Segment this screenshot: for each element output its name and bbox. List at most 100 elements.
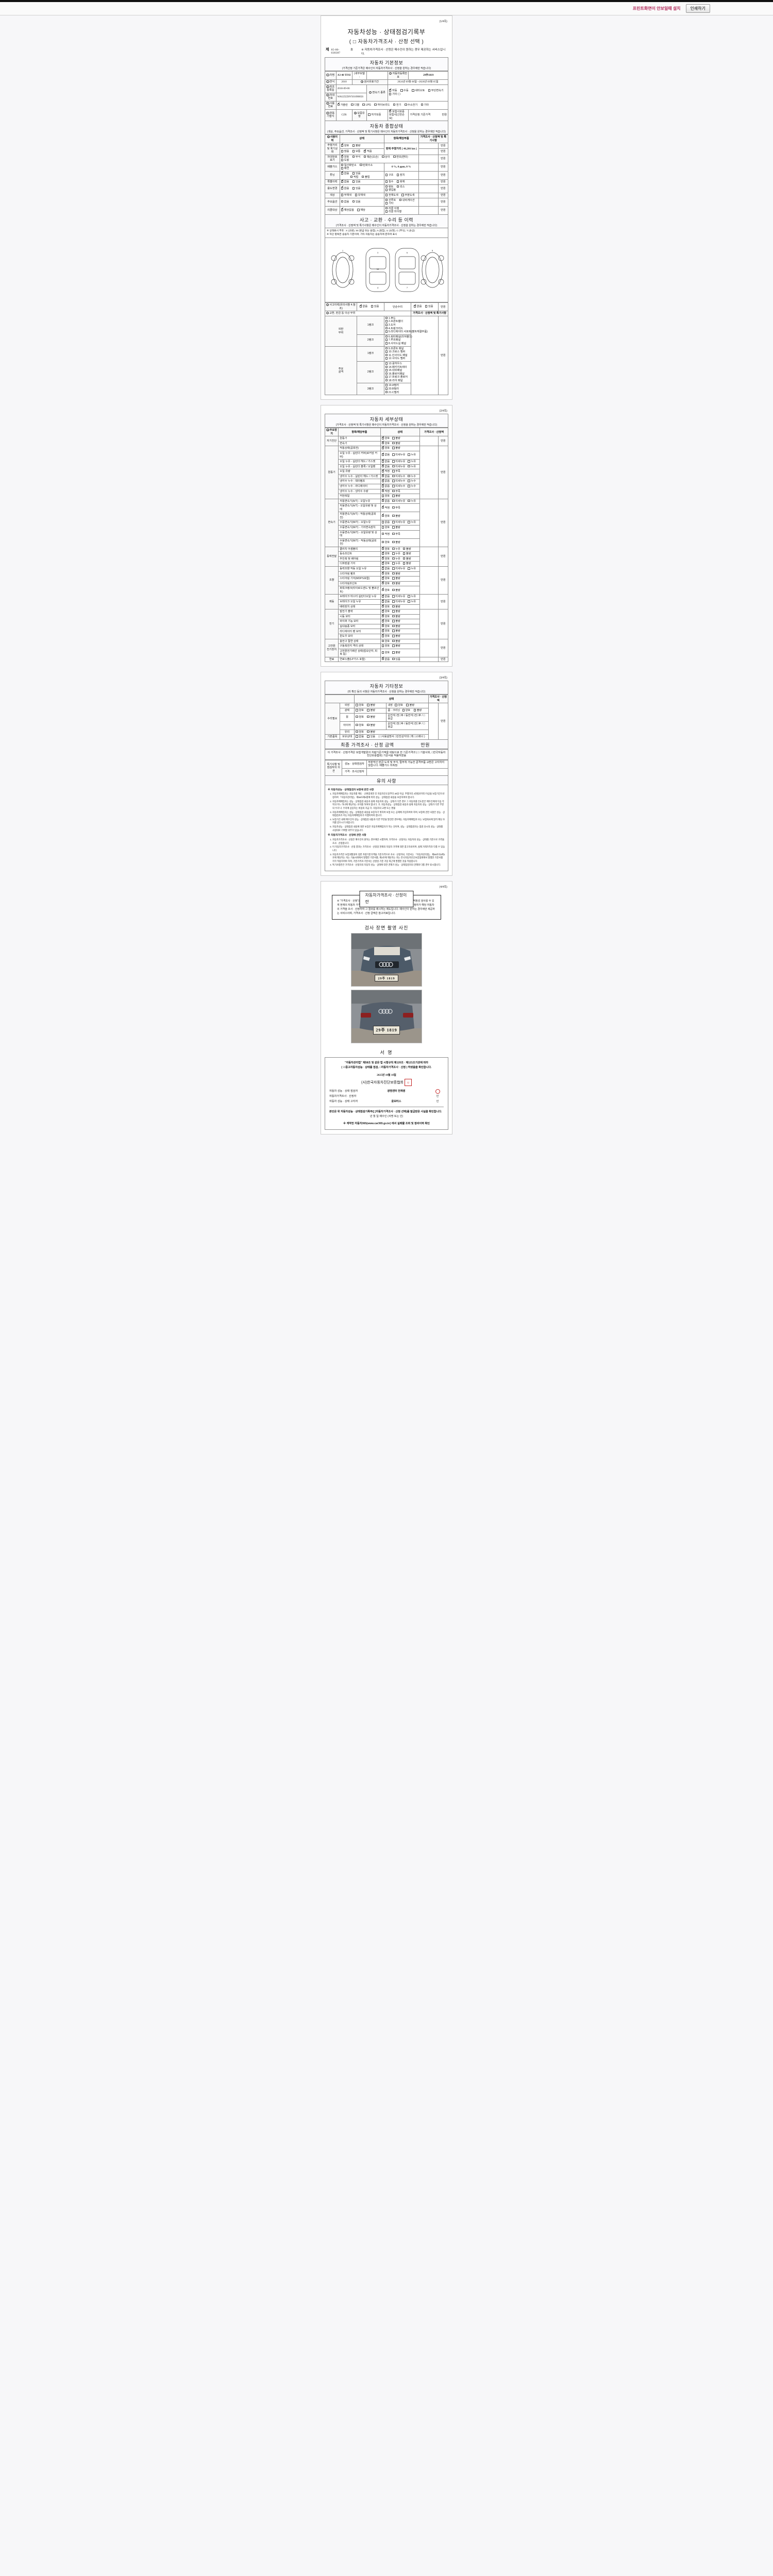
state-option[interactable]: 적정 <box>381 505 390 510</box>
state-option[interactable]: 미세누유 <box>392 521 405 524</box>
state-option[interactable]: 없음 <box>381 460 390 464</box>
state-option[interactable]: 양호 <box>381 619 390 623</box>
state-option[interactable]: 양호 <box>381 645 390 648</box>
state-option[interactable]: 양호 <box>381 581 390 586</box>
photo-rear[interactable]: 29주 1819 <box>351 990 422 1044</box>
price-cell[interactable] <box>418 206 439 215</box>
others-price-cell[interactable] <box>428 703 439 740</box>
price-cell[interactable] <box>418 154 439 163</box>
state-option[interactable]: 양호 <box>381 514 390 518</box>
state-option[interactable]: 불량 <box>392 624 400 629</box>
state-option[interactable]: 불량 <box>392 610 400 614</box>
state-option[interactable]: 불량 <box>392 630 400 633</box>
state-option[interactable]: 미세누유 <box>392 453 405 457</box>
state-option[interactable]: 불량 <box>392 645 400 648</box>
state-option[interactable]: 불량 <box>392 577 400 581</box>
fuel-electric[interactable]: 전기 <box>393 103 401 107</box>
state-option[interactable]: 부족 <box>392 470 400 473</box>
state-option[interactable]: 불량 <box>392 639 400 643</box>
state-option[interactable]: 양호 <box>381 634 390 638</box>
state-option[interactable]: 불량 <box>392 447 400 450</box>
vehicle-damage-diagram[interactable]: 1 3 M 4 6 7 9 <box>325 238 448 303</box>
transmission-semiauto[interactable]: 세미오토 <box>412 89 425 93</box>
detail-price-cell[interactable] <box>419 436 439 447</box>
transmission-manual[interactable]: 수동 <box>400 89 409 93</box>
state-option[interactable]: 양호 <box>381 609 390 614</box>
price-cell[interactable] <box>418 162 439 172</box>
state-option[interactable]: 양호 <box>381 540 390 545</box>
state-option[interactable]: 양호 <box>381 604 390 609</box>
price-cell[interactable] <box>418 148 439 155</box>
state-option[interactable]: 누수 <box>408 480 416 483</box>
state-option[interactable]: 없음 <box>381 453 390 457</box>
state-option[interactable]: 불량 <box>392 605 400 609</box>
state-option[interactable]: 없음 <box>381 566 390 571</box>
state-option[interactable]: 불량 <box>392 540 400 545</box>
state-option[interactable]: 없음 <box>381 599 390 604</box>
repair-tire-position[interactable]: 운전석□전□후 / 동반석□전□후 / □응급 <box>386 721 429 730</box>
state-option[interactable]: 불량 <box>392 635 400 638</box>
price-cell[interactable] <box>418 197 439 207</box>
state-option[interactable]: 양호 <box>381 552 390 556</box>
fuel-etc[interactable]: 기타 <box>421 103 429 107</box>
state-option[interactable]: 없음 <box>381 521 390 524</box>
warranty-insurer[interactable]: 보험사보증 보험사[신한손보] <box>387 109 409 122</box>
state-option[interactable]: 양호 <box>381 547 390 551</box>
state-option[interactable]: 없음 <box>381 499 390 503</box>
state-option[interactable]: 불량 <box>392 442 400 446</box>
warranty-self[interactable]: 자가보증 <box>368 113 381 117</box>
state-option[interactable]: 양호 <box>381 446 390 450</box>
price-assessor-opinion-value[interactable] <box>366 768 448 776</box>
state-option[interactable]: 누유 <box>408 600 416 604</box>
fuel-lpg[interactable]: LPG <box>362 103 371 107</box>
state-option[interactable]: 누유 <box>392 547 400 551</box>
state-option[interactable]: 양호 <box>381 441 390 446</box>
state-option[interactable]: 불량 <box>392 651 400 655</box>
fuel-hydrogen[interactable]: 수소전기 <box>404 103 417 107</box>
detail-price-cell[interactable] <box>419 498 439 547</box>
price-cell[interactable] <box>418 143 439 149</box>
detail-price-cell[interactable] <box>419 638 439 657</box>
detail-price-cell[interactable] <box>419 546 439 567</box>
detail-price-cell[interactable] <box>419 594 439 610</box>
state-option[interactable]: 누유 <box>408 595 416 599</box>
state-option[interactable]: 불량 <box>402 562 411 566</box>
state-option[interactable]: 불량 <box>392 514 400 518</box>
state-option[interactable]: 없음 <box>381 657 390 662</box>
state-option[interactable]: 미세누유 <box>392 567 405 571</box>
state-option[interactable]: 불량 <box>402 547 411 551</box>
transmission-auto[interactable]: 자동 <box>389 89 397 93</box>
state-option[interactable]: 양호 <box>381 624 390 629</box>
detail-price-cell[interactable] <box>419 656 439 663</box>
state-option[interactable]: 양호 <box>381 588 390 592</box>
state-option[interactable]: 양호 <box>381 571 390 576</box>
state-option[interactable]: 불량 <box>392 572 400 576</box>
state-option[interactable]: 누수 <box>408 474 416 479</box>
photo-front[interactable]: 29주 1819 <box>351 933 422 987</box>
state-option[interactable]: 없음 <box>381 484 390 488</box>
detail-price-cell[interactable] <box>419 566 439 595</box>
state-option[interactable]: 양호 <box>381 639 390 643</box>
state-option[interactable]: 미세누유 <box>392 499 405 503</box>
price-cell[interactable] <box>418 184 439 193</box>
state-option[interactable]: 불량 <box>392 582 400 586</box>
state-option[interactable]: 양호 <box>381 629 390 633</box>
state-option[interactable]: 불량 <box>392 437 400 440</box>
state-option[interactable]: 적정 <box>381 489 390 494</box>
state-option[interactable]: 없음 <box>381 595 390 599</box>
state-option[interactable]: 미세누수 <box>392 485 405 488</box>
state-option[interactable]: 양호 <box>381 651 390 655</box>
state-option[interactable]: 불량 <box>392 588 400 592</box>
state-option[interactable]: 미세누유 <box>392 600 405 604</box>
state-option[interactable]: 양호 <box>381 562 390 566</box>
state-option[interactable]: 누유 <box>408 499 416 503</box>
transmission-cvt[interactable]: 무단변속기 <box>428 89 444 93</box>
buyer-signature-line[interactable]: 년 월 일 매수인 (서명 또는 인) <box>369 1114 404 1118</box>
state-option[interactable]: 불량 <box>392 526 400 530</box>
state-option[interactable]: 누유 <box>392 557 400 561</box>
state-option[interactable]: 불량 <box>392 495 400 498</box>
state-option[interactable]: 양호 <box>381 556 390 561</box>
price-cell[interactable] <box>418 179 439 185</box>
print-button[interactable]: 인쇄하기 <box>685 4 710 13</box>
state-option[interactable]: 적정 <box>381 532 390 536</box>
